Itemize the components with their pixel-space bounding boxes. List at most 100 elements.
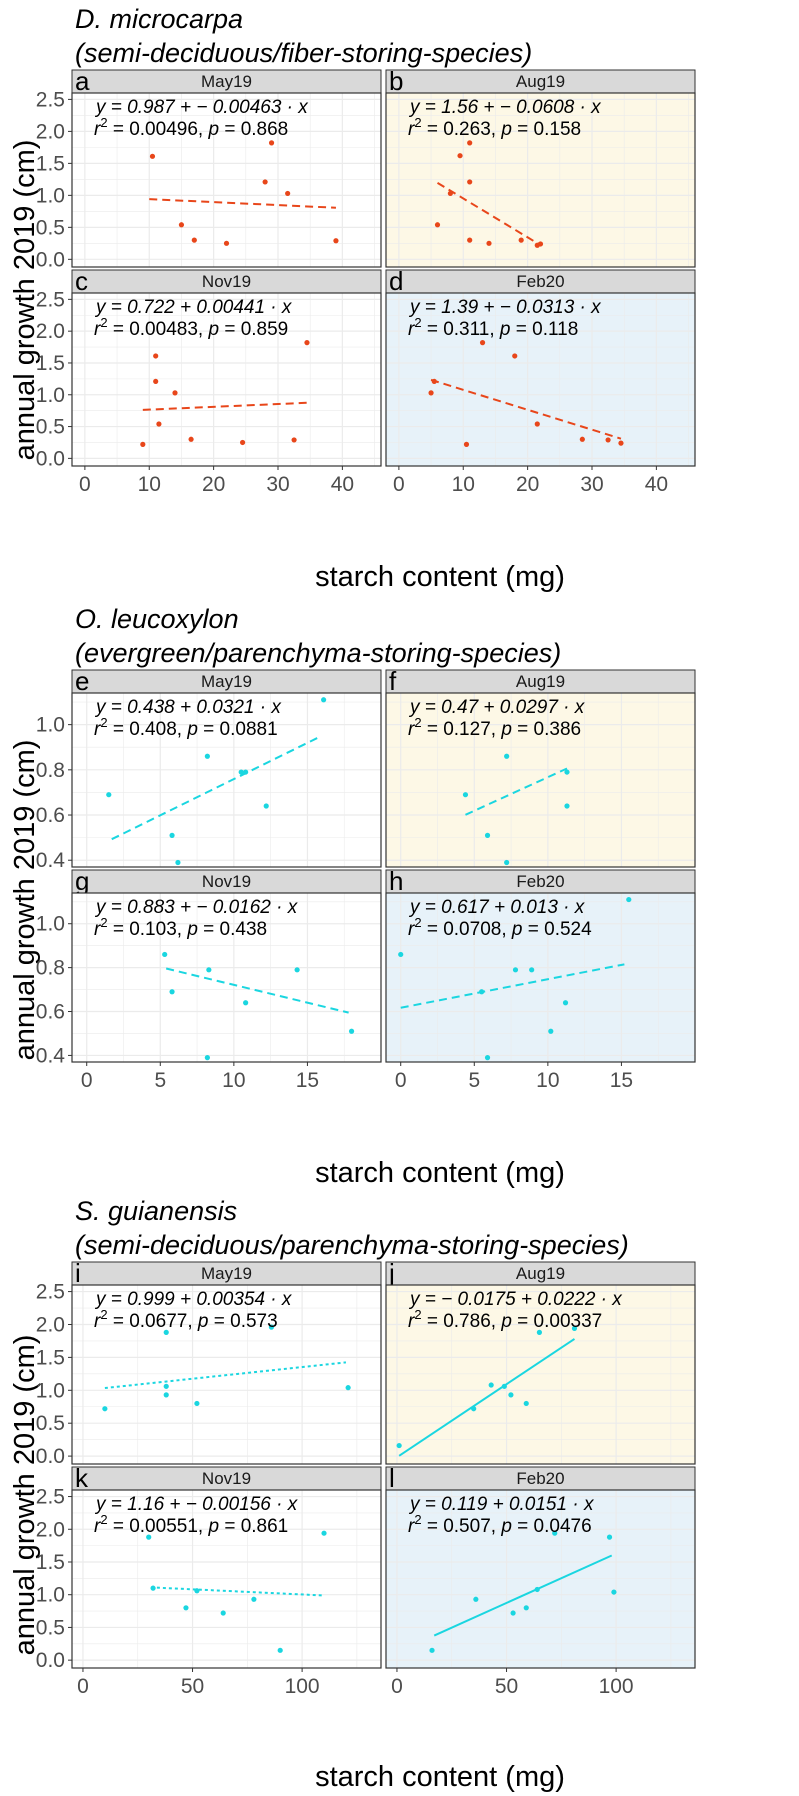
panel-season-label: Nov19 bbox=[202, 1469, 251, 1488]
data-point bbox=[548, 1028, 554, 1034]
data-point bbox=[529, 967, 535, 973]
data-point bbox=[146, 1534, 152, 1540]
data-point bbox=[606, 1534, 613, 1540]
data-point bbox=[626, 896, 632, 903]
group-title-sguian: S. guianensis bbox=[75, 1196, 237, 1226]
x-tick-label: 100 bbox=[599, 1675, 634, 1698]
x-tick-label: 40 bbox=[645, 473, 668, 496]
panel-season-label: Aug19 bbox=[516, 72, 565, 91]
y-tick-label: 1.0 bbox=[36, 1379, 65, 1402]
y-tick-label: 2.5 bbox=[36, 1281, 65, 1304]
y-tick-label: 1.5 bbox=[36, 1346, 65, 1369]
panel-i: May19 i y = 0.999 + 0.00354 · xr2 = 0.0677… bbox=[36, 1258, 382, 1468]
data-point bbox=[431, 378, 437, 385]
data-point bbox=[106, 792, 112, 798]
data-point bbox=[223, 240, 230, 246]
panel-h: Feb20 hy = 0.617 + 0.013 · xr2 = 0.0708, … bbox=[385, 866, 696, 1092]
y-tick-label: 0.0 bbox=[36, 1649, 65, 1672]
y-tick-label: 1.0 bbox=[36, 1584, 65, 1607]
data-point bbox=[321, 1530, 327, 1536]
regression-stats: r2 = 0.00551, p = 0.861 bbox=[94, 1512, 288, 1537]
data-point bbox=[479, 340, 486, 346]
y-tick-label: 2.0 bbox=[36, 320, 65, 343]
y-tick-label: 0.0 bbox=[36, 447, 65, 470]
data-point bbox=[153, 378, 159, 385]
x-tick-label: 10 bbox=[536, 1069, 559, 1092]
regression-stats: r2 = 0.408, p = 0.0881 bbox=[94, 715, 278, 740]
panel-border bbox=[385, 292, 696, 467]
data-point bbox=[149, 153, 156, 159]
data-point bbox=[447, 190, 453, 197]
y-tick-label: 0.5 bbox=[36, 1616, 65, 1639]
panel-background bbox=[72, 1490, 381, 1668]
regression-equation: y = 1.39 + − 0.0313 · x bbox=[408, 297, 602, 318]
y-tick-label: 1.0 bbox=[36, 384, 65, 407]
panel-f: Aug19 f y = 0.47 + 0.0297 · xr2 = 0.127, p… bbox=[385, 666, 696, 868]
x-axis-label-sguian: starch content (mg) bbox=[315, 1761, 565, 1793]
panel-d: Feb20 dy = 1.39 + − 0.0313 · xr2 = 0.311,… bbox=[385, 266, 696, 496]
y-tick-label: 0.0 bbox=[36, 248, 65, 271]
regression-equation: y = 0.999 + 0.00354 · x bbox=[94, 1289, 293, 1310]
y-tick-label: 0.5 bbox=[36, 216, 65, 239]
y-tick-label: 1.0 bbox=[36, 714, 65, 737]
y-tick-label: 2.5 bbox=[36, 88, 65, 111]
panel-letter: f bbox=[389, 666, 397, 696]
regression-stats: r2 = 0.507, p = 0.0476 bbox=[408, 1512, 592, 1537]
y-tick-label: 0.6 bbox=[36, 1001, 65, 1024]
data-point bbox=[183, 1605, 189, 1611]
panel-border bbox=[71, 692, 382, 868]
y-tick-label: 2.5 bbox=[36, 1486, 65, 1509]
y-tick-label: 1.5 bbox=[36, 1551, 65, 1574]
regression-stats: r2 = 0.0677, p = 0.573 bbox=[94, 1307, 278, 1332]
data-point bbox=[220, 1610, 226, 1616]
y-tick-label: 0.5 bbox=[36, 1412, 65, 1435]
data-point bbox=[605, 437, 611, 443]
data-point bbox=[534, 421, 540, 427]
regression-stats: r2 = 0.127, p = 0.386 bbox=[408, 715, 581, 740]
panel-border bbox=[385, 892, 696, 1063]
x-tick-label: 0 bbox=[393, 473, 405, 496]
regression-equation: y = 0.722 + 0.00441 · x bbox=[94, 297, 293, 318]
regression-line bbox=[436, 182, 542, 246]
panel-season-label: Nov19 bbox=[202, 272, 251, 291]
regression-stats: r2 = 0.311, p = 0.118 bbox=[408, 315, 578, 340]
regression-equation: y = 0.883 + − 0.0162 · x bbox=[94, 897, 299, 918]
regression-stats: r2 = 0.786, p = 0.00337 bbox=[408, 1307, 602, 1332]
panel-j: Aug19 j y = − 0.0175 + 0.0222 · xr2 = 0.78… bbox=[385, 1258, 696, 1465]
group-title-oleuco: O. leucoxylon bbox=[75, 604, 239, 634]
data-point bbox=[178, 222, 185, 228]
data-point bbox=[504, 753, 510, 759]
data-point bbox=[428, 390, 434, 396]
panel-season-label: Feb20 bbox=[516, 872, 564, 891]
y-tick-label: 0.8 bbox=[36, 957, 65, 980]
data-point bbox=[239, 439, 246, 446]
data-point bbox=[268, 140, 275, 146]
data-point bbox=[471, 1406, 477, 1412]
data-point bbox=[523, 1400, 529, 1407]
data-point bbox=[463, 441, 470, 447]
regression-line bbox=[400, 963, 625, 1009]
x-tick-label: 0 bbox=[77, 1675, 89, 1698]
data-point bbox=[534, 1586, 540, 1593]
panel-k: Nov19 ky = 1.16 + − 0.00156 · xr2 = 0.005… bbox=[36, 1463, 382, 1698]
panel-letter: c bbox=[75, 266, 88, 296]
data-point bbox=[163, 1392, 169, 1398]
data-point bbox=[398, 951, 404, 958]
data-point bbox=[512, 967, 519, 973]
panel-season-label: Aug19 bbox=[516, 1264, 565, 1283]
data-point bbox=[251, 1596, 257, 1602]
data-point bbox=[579, 436, 585, 442]
data-point bbox=[294, 967, 300, 973]
data-point bbox=[262, 179, 268, 185]
data-point bbox=[263, 803, 269, 809]
data-point bbox=[238, 769, 244, 775]
data-point bbox=[434, 222, 441, 228]
data-point bbox=[467, 140, 473, 146]
panel-letter: l bbox=[389, 1463, 395, 1493]
data-point bbox=[206, 967, 212, 973]
y-tick-label: 0.6 bbox=[36, 804, 65, 827]
regression-line bbox=[142, 401, 311, 411]
panel-border bbox=[385, 1284, 696, 1465]
